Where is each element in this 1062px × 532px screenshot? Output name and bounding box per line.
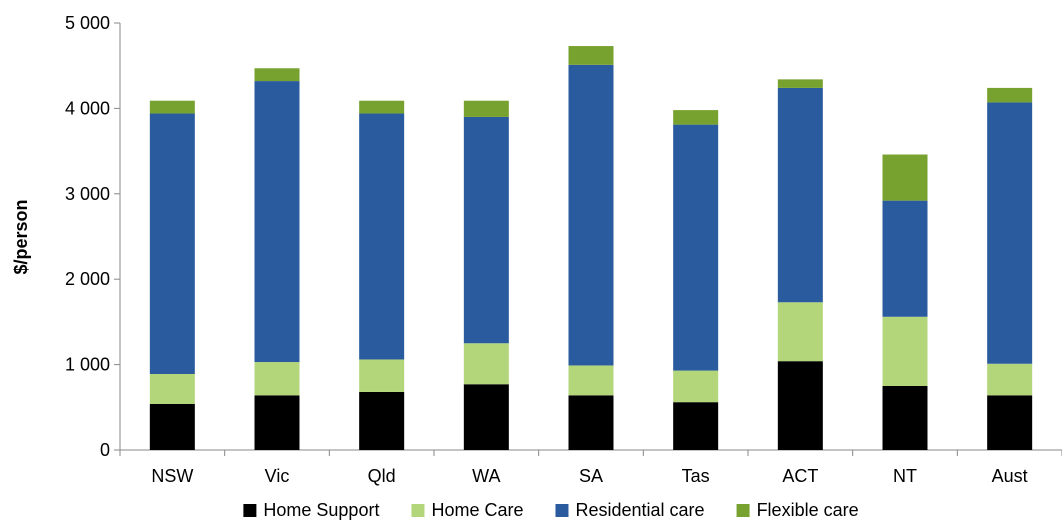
x-tick-label: Vic [265,466,290,486]
legend-swatch [736,504,750,517]
bar-segment-sa-flexible-care [568,46,614,65]
legend-item: Residential care [555,500,705,520]
legend-label: Home Support [263,500,379,520]
x-tick-label: Aust [992,466,1028,486]
bar-segment-aust-flexible-care [987,87,1033,103]
bar-segment-tas-home-support [673,402,719,450]
bar-segment-qld-home-support [359,391,405,450]
bar-segment-aust-residential-care [987,102,1033,364]
legend-label: Flexible care [757,500,859,520]
bar-segment-aust-home-support [987,395,1033,450]
y-tick-label: 3 000 [65,184,110,204]
x-tick-label: SA [579,466,603,486]
legend-label: Residential care [575,500,704,520]
bar-segment-tas-flexible-care [673,110,719,125]
bar-segment-qld-residential-care [359,113,405,360]
bar-segment-nsw-flexible-care [149,100,195,114]
bar-segment-act-residential-care [777,87,823,303]
bar-segment-tas-home-care [673,370,719,403]
legend: Home Support Home Care Residential care Fle… [243,500,859,520]
x-tick-label: WA [472,466,500,486]
x-tick-label: ACT [782,466,818,486]
bar-segment-nt-home-support [882,385,928,450]
legend-item: Home Support [243,500,379,520]
bar-segment-vic-residential-care [254,81,300,363]
bar-segment-wa-home-support [463,384,509,450]
bar-segment-sa-home-care [568,365,614,396]
x-tick-label: NT [893,466,917,486]
bar-segment-nsw-residential-care [149,113,195,374]
bar-segment-nsw-home-care [149,373,195,404]
bar-segment-sa-residential-care [568,64,614,366]
y-tick-label: 4 000 [65,98,110,118]
y-tick-label: 1 000 [65,355,110,375]
bar-segment-act-home-care [777,302,823,362]
legend-item: Home Care [411,500,523,520]
y-tick-label: 2 000 [65,269,110,289]
legend-item: Flexible care [736,500,859,520]
y-tick-label: 0 [100,440,110,460]
legend-swatch [555,504,569,517]
bar-segment-qld-flexible-care [359,100,405,114]
bar-segment-act-flexible-care [777,79,823,88]
bar-segment-sa-home-support [568,395,614,450]
plot-area: 0 1 000 2 000 3 000 4 000 5 000 NSW Vic Qld WA SA T… [65,13,1062,486]
bar-segment-vic-home-support [254,395,300,450]
bar-segment-nsw-home-support [149,403,195,450]
bar-segment-tas-residential-care [673,124,719,371]
bar-segment-act-home-support [777,361,823,450]
legend-swatch [411,504,425,517]
bar-segment-nt-home-care [882,316,928,386]
y-axis-title: $/person [11,199,31,274]
bar-segment-nt-residential-care [882,200,928,317]
bar-segment-wa-residential-care [463,116,509,344]
bar-segment-wa-flexible-care [463,100,509,117]
bar-segment-nt-flexible-care [882,154,928,201]
x-tick-label: NSW [151,466,193,486]
x-tick-label: Tas [682,466,710,486]
bar-segment-wa-home-care [463,343,509,385]
bar-segment-vic-home-care [254,362,300,396]
x-tick-label: Qld [368,466,396,486]
bar-segment-aust-home-care [987,363,1033,396]
bar-segment-vic-flexible-care [254,68,300,82]
bar-segment-qld-home-care [359,359,405,392]
y-tick-label: 5 000 [65,13,110,33]
legend-swatch [243,504,257,517]
legend-label: Home Care [431,500,523,520]
